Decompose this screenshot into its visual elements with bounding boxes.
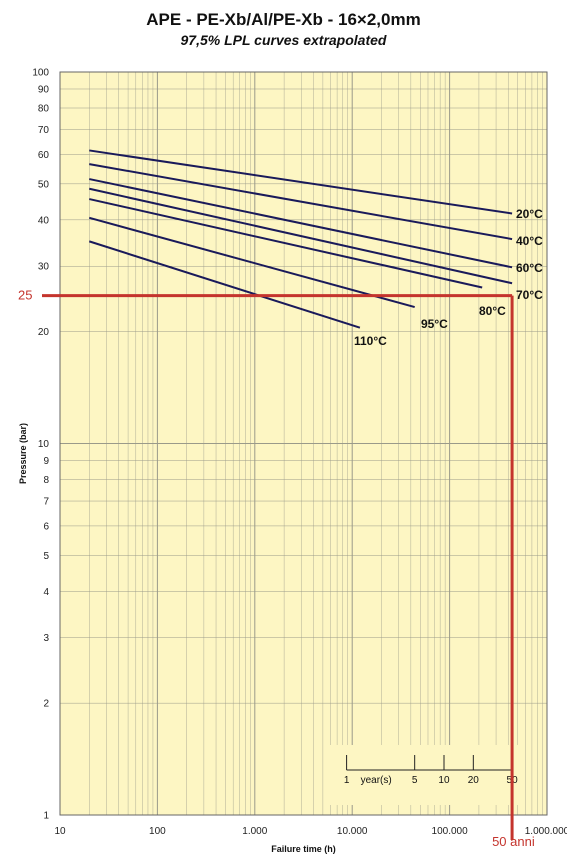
y-tick-label: 20 <box>38 327 50 338</box>
y-tick-label: 9 <box>43 456 49 467</box>
x-tick-label: 10.000 <box>337 826 368 837</box>
chart-subtitle: 97,5% LPL curves extrapolated <box>180 32 387 48</box>
x-axis-label: Failure time (h) <box>271 844 336 854</box>
years-scale-tick-label: 10 <box>438 775 450 786</box>
x-tick-label: 10 <box>54 826 66 837</box>
y-tick-label: 10 <box>38 439 50 450</box>
pressure-reference-label: 25 <box>18 288 32 303</box>
curve-line <box>89 198 483 289</box>
y-tick-label: 5 <box>43 551 49 562</box>
curve-line <box>89 216 415 308</box>
x-axis-ticks: 10 100 1.000 10.000 100.000 1.000.000 <box>54 826 567 837</box>
plot-frame <box>59 71 548 816</box>
y-tick-label: 8 <box>43 475 49 486</box>
curve-line <box>89 240 361 329</box>
curve-line <box>89 178 513 269</box>
y-tick-label: 4 <box>43 587 49 598</box>
time-reference-label: 50 anni <box>492 834 535 849</box>
y-tick-label: 6 <box>43 521 49 532</box>
curve-line <box>89 163 513 241</box>
y-tick-label: 90 <box>38 84 50 95</box>
years-scale-tick-label: 5 <box>412 775 418 786</box>
years-scale-background <box>330 745 520 805</box>
y-tick-label: 1 <box>43 811 49 822</box>
y-tick-label: 2 <box>43 699 49 710</box>
y-axis-ticks: 1 2 3 4 5 6 7 8 9 10 20 30 40 50 60 70 80 90 100 <box>32 68 49 822</box>
curve-line <box>89 187 513 285</box>
y-tick-label: 7 <box>43 497 49 508</box>
curve-label: 40°C <box>516 234 543 248</box>
y-tick-label: 50 <box>38 179 50 190</box>
x-tick-label: 100 <box>149 826 166 837</box>
x-tick-label: 1.000 <box>242 826 267 837</box>
curve-label: 80°C <box>479 304 506 318</box>
y-tick-label: 40 <box>38 215 50 226</box>
years-scale-label: year(s) <box>361 775 392 786</box>
y-axis-label: Pressure (bar) <box>18 423 28 484</box>
y-tick-label: 80 <box>38 104 50 115</box>
years-scale-tick-label: 20 <box>468 775 480 786</box>
y-tick-label: 30 <box>38 262 50 273</box>
pressure-curves: 20°C 40°C 60°C 70°C 80°C 95°C 110°C <box>89 149 543 348</box>
y-tick-label: 70 <box>38 125 50 136</box>
curve-label: 20°C <box>516 207 543 221</box>
chart-title: APE - PE-Xb/Al/PE-Xb - 16×2,0mm <box>146 10 421 29</box>
years-scale-tick-label: 1 <box>344 775 350 786</box>
y-tick-label: 3 <box>43 633 49 644</box>
curve-label: 95°C <box>421 317 448 331</box>
curve-label: 110°C <box>354 334 387 348</box>
curve-line <box>89 149 513 215</box>
years-scale: 15102050year(s) <box>330 745 520 805</box>
x-tick-label: 100.000 <box>432 826 469 837</box>
curve-label: 60°C <box>516 261 543 275</box>
y-tick-label: 100 <box>32 68 49 79</box>
x-tick-label: 1.000.000 <box>525 826 567 837</box>
y-tick-label: 60 <box>38 150 50 161</box>
curve-label: 70°C <box>516 288 543 302</box>
